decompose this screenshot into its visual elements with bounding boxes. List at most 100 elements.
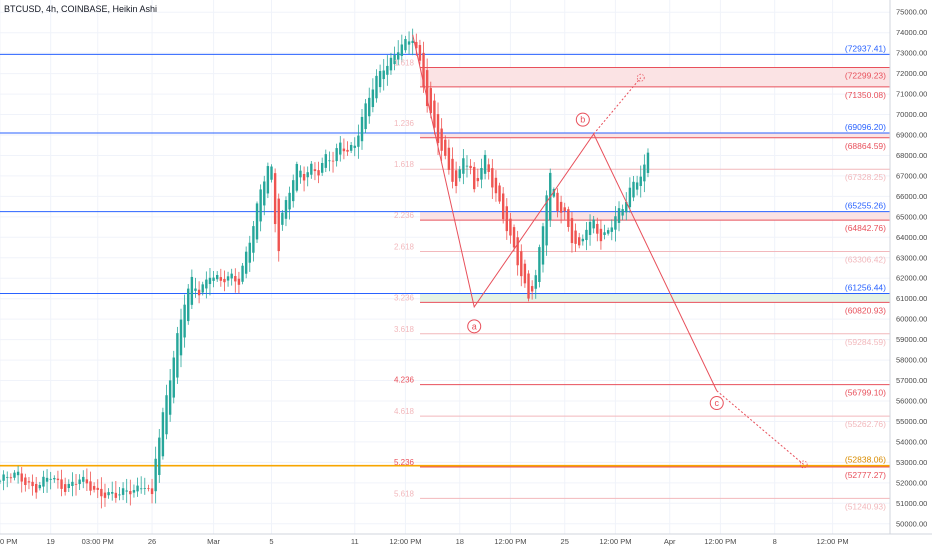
- candle-149: [538, 244, 541, 288]
- price-tick-9: 66000.00: [896, 192, 927, 201]
- candle-166: [599, 219, 603, 250]
- time-tick-9: 12:00 PM: [494, 537, 526, 546]
- candle-93: [335, 143, 338, 167]
- candle-28: [100, 477, 103, 509]
- candle-147: [530, 280, 534, 300]
- candle-100: [360, 108, 364, 150]
- target-label-1: (71350.08): [845, 90, 886, 100]
- candle-133: [480, 158, 483, 189]
- candle-46: [165, 384, 168, 440]
- fib-label-0: 1.618: [394, 58, 415, 67]
- target-label-7: (59284.59): [845, 337, 886, 347]
- candle-50: [179, 308, 183, 368]
- candle-82: [295, 161, 299, 193]
- candle-109: [393, 46, 396, 71]
- candle-10: [35, 476, 38, 499]
- price-tick-10: 65000.00: [896, 212, 927, 221]
- candle-3: [9, 473, 13, 483]
- candle-102: [368, 87, 371, 124]
- fib-label-5: 3.236: [394, 293, 415, 302]
- candle-59: [212, 271, 215, 288]
- candle-171: [617, 201, 621, 232]
- candle-24: [85, 468, 89, 491]
- candle-29: [103, 483, 107, 507]
- candle-113: [407, 31, 411, 55]
- candle-131: [473, 162, 476, 193]
- candle-160: [578, 232, 581, 249]
- candle-92: [331, 151, 335, 173]
- projection-target-0: [636, 73, 645, 82]
- price-tick-12: 63000.00: [896, 253, 927, 262]
- candle-140: [505, 198, 508, 240]
- candle-5: [16, 465, 20, 484]
- target-label-10: (52777.27): [845, 470, 886, 480]
- price-tick-5: 70000.00: [896, 110, 927, 119]
- target-label-8: (56799.10): [845, 388, 886, 398]
- wave-label-circle-b: [575, 112, 590, 127]
- wave-projection-1: [716, 390, 804, 465]
- candle-118: [425, 58, 429, 113]
- candle-104: [375, 69, 378, 103]
- candle-34: [121, 482, 125, 501]
- candle-164: [592, 215, 595, 234]
- candle-67: [241, 262, 244, 285]
- time-axis[interactable]: 0 PM 19 03:00 PM 26 Mar 5 11 12:00 PM 18 12:00 PM…: [0, 533, 932, 550]
- price-axis[interactable]: 75000.00 74000.00 73000.00 72000.00 71000.00…: [889, 0, 932, 550]
- candle-99: [357, 124, 360, 159]
- price-tick-1: 74000.00: [896, 28, 927, 37]
- candle-84: [302, 166, 306, 192]
- candle-62: [223, 270, 226, 292]
- candle-167: [603, 224, 606, 240]
- wave-label-c: c: [715, 398, 720, 408]
- candle-165: [596, 217, 599, 242]
- candle-162: [585, 222, 588, 251]
- time-tick-15: 12:00 PM: [817, 537, 849, 546]
- time-tick-11: 12:00 PM: [599, 537, 631, 546]
- candle-45: [161, 407, 165, 460]
- candle-129: [465, 155, 469, 178]
- candle-170: [614, 206, 617, 242]
- candle-158: [570, 211, 574, 253]
- candle-8: [27, 477, 31, 490]
- price-tick-11: 64000.00: [896, 233, 927, 242]
- time-tick-5: 5: [269, 537, 273, 546]
- target-label-6: (60820.93): [845, 305, 886, 315]
- candle-26: [92, 482, 96, 493]
- zone-2: [420, 211, 890, 221]
- candle-86: [310, 161, 313, 179]
- price-tick-22: 53000.00: [896, 458, 927, 467]
- price-tick-18: 57000.00: [896, 376, 927, 385]
- candle-108: [389, 52, 393, 75]
- candle-53: [190, 269, 194, 310]
- candle-7: [24, 473, 27, 492]
- fib-label-8: 4.618: [394, 407, 415, 416]
- price-tick-13: 62000.00: [896, 274, 927, 283]
- time-tick-12: Apr: [664, 537, 676, 546]
- target-label-0: (72299.23): [845, 70, 886, 80]
- candle-125: [451, 147, 454, 189]
- candle-52: [187, 284, 190, 325]
- candle-157: [567, 206, 570, 232]
- key-label-4: (52838.06): [845, 455, 886, 465]
- candle-178: [643, 154, 646, 193]
- candle-30: [107, 488, 110, 499]
- candle-41: [147, 484, 150, 492]
- candle-73: [263, 175, 266, 216]
- time-tick-8: 18: [456, 537, 464, 546]
- key-label-1: (69096.20): [845, 122, 886, 132]
- candle-103: [371, 78, 375, 113]
- candle-145: [523, 259, 527, 288]
- candle-135: [487, 158, 490, 180]
- candle-91: [328, 151, 331, 172]
- fib-label-10: 5.618: [394, 489, 415, 498]
- candle-74: [266, 162, 270, 199]
- price-tick-4: 71000.00: [896, 90, 927, 99]
- candle-31: [111, 481, 114, 501]
- fib-label-2: 1.618: [394, 160, 415, 169]
- candle-90: [324, 149, 327, 173]
- candle-146: [527, 270, 530, 302]
- fib-label-6: 3.618: [394, 325, 415, 334]
- candle-36: [129, 479, 132, 506]
- candle-85: [306, 166, 309, 187]
